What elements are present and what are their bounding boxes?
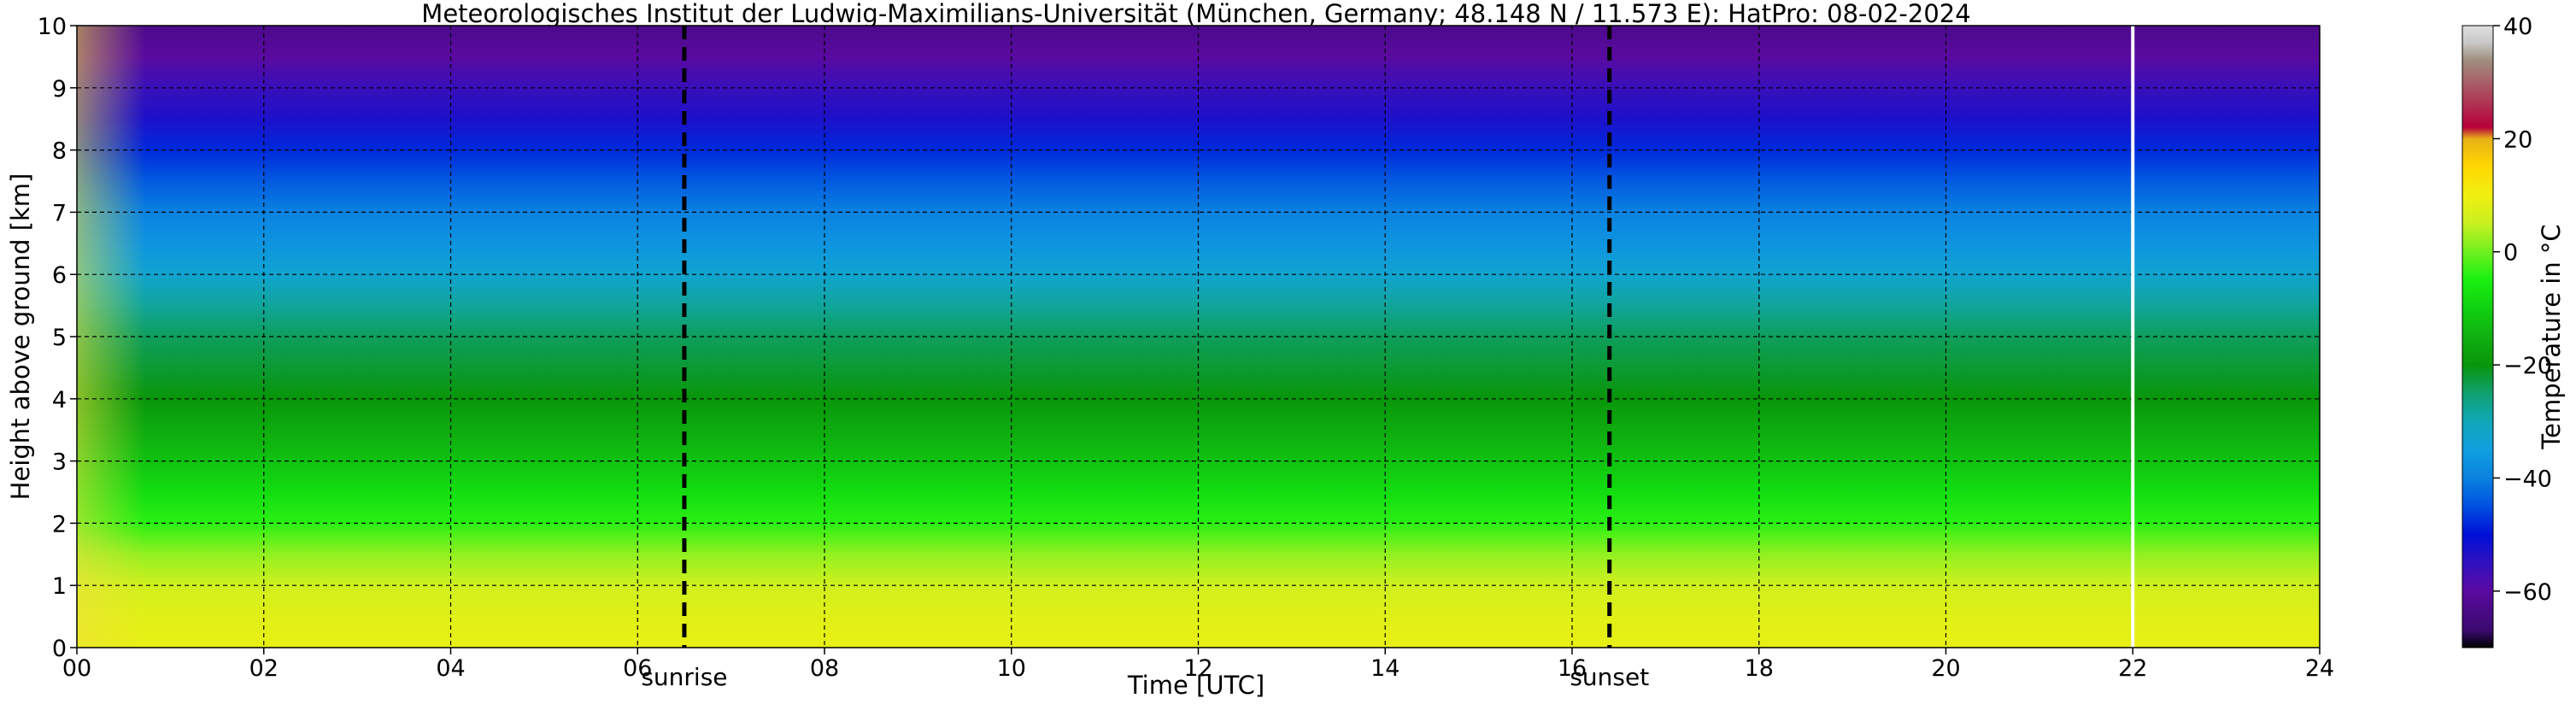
x-tick-label: 02 [249, 655, 279, 682]
x-tick-label: 24 [2305, 655, 2334, 682]
colorbar-tick-label: 40 [2503, 14, 2532, 40]
x-tick-label: 06 [623, 655, 652, 682]
y-tick-label: 10 [38, 14, 67, 40]
y-tick-label: 9 [52, 76, 67, 103]
y-tick-label: 4 [52, 387, 67, 414]
y-tick-label: 3 [52, 449, 67, 476]
x-tick-label: 18 [1745, 655, 1774, 682]
x-tick-label: 14 [1370, 655, 1399, 682]
y-tick-label: 6 [52, 262, 67, 289]
x-axis: 00 02 04 06 08 10 12 14 16 18 20 22 24 [62, 648, 2334, 682]
chart-title: Meteorologisches Institut der Ludwig-Max… [421, 0, 1970, 28]
y-tick-label: 7 [52, 200, 67, 226]
x-tick-label: 12 [1183, 655, 1212, 682]
y-tick-label: 8 [52, 138, 67, 165]
colorbar-tick-label: −20 [2503, 353, 2552, 379]
y-tick-label: 2 [52, 511, 67, 537]
colorbar: 40 20 0 −20 −40 −60 Temperature in °C [2462, 14, 2566, 648]
plot-area: sunrise sunset [76, 25, 2321, 691]
colorbar-tick-label: 20 [2503, 126, 2532, 153]
annotation-label-sunrise: sunrise [641, 663, 727, 691]
colorbar-tick-label: −40 [2503, 466, 2552, 492]
x-tick-label: 00 [62, 655, 91, 682]
x-axis-label: Time [UTC] [1127, 671, 1265, 700]
x-tick-label: 10 [997, 655, 1026, 682]
colorbar-ticks: 40 20 0 −20 −40 −60 [2493, 14, 2552, 606]
annotation-label-sunset: sunset [1570, 663, 1649, 691]
y-tick-label: 0 [52, 636, 67, 662]
colorbar-label: Temperature in °C [2537, 224, 2566, 449]
y-axis: 0 1 2 3 4 5 6 7 8 9 10 [38, 14, 77, 662]
x-tick-label: 08 [810, 655, 839, 682]
colorbar-tick-label: 0 [2503, 240, 2518, 267]
x-tick-label: 04 [436, 655, 465, 682]
x-tick-label: 16 [1558, 655, 1587, 682]
x-tick-label: 20 [1931, 655, 1960, 682]
x-tick-label: 22 [2118, 655, 2147, 682]
y-tick-label: 5 [52, 325, 67, 351]
y-tick-label: 1 [52, 573, 67, 600]
colorbar-bar [2462, 25, 2494, 648]
annotations: sunrise sunset [641, 26, 1649, 691]
gridlines [77, 26, 2320, 648]
y-axis-label: Height above ground [km] [6, 173, 35, 501]
colorbar-tick-label: −60 [2503, 579, 2552, 606]
